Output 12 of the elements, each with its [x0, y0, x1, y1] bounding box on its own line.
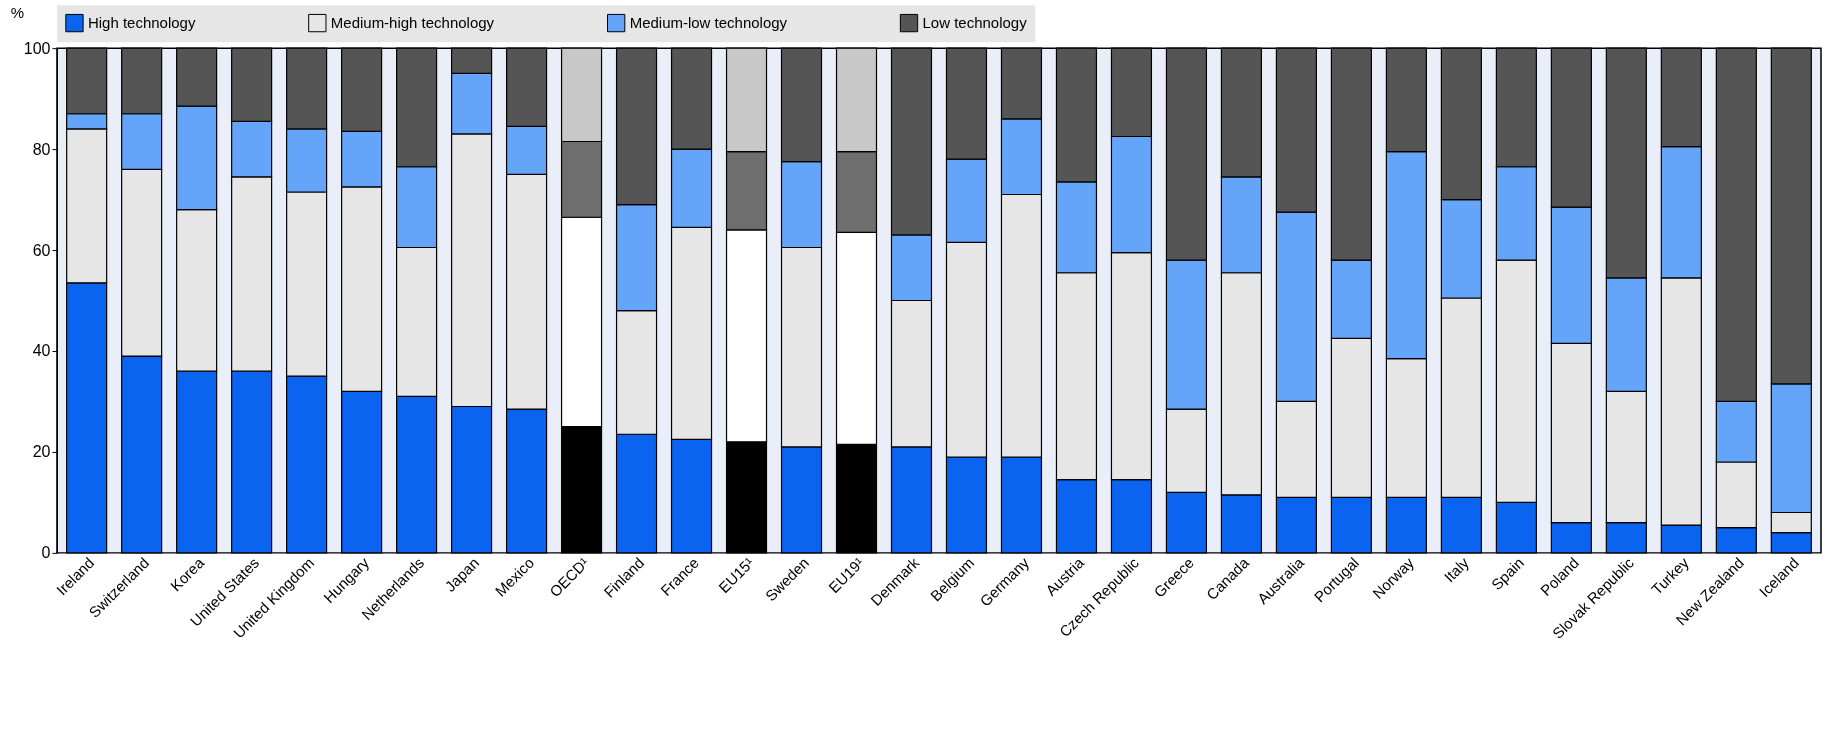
legend-label: Medium-low technology: [629, 14, 788, 32]
y-tick-label: 80: [32, 140, 51, 158]
legend-label: Low technology: [922, 14, 1028, 32]
legend-label: Medium-high technology: [330, 14, 495, 32]
y-tick-label: 0: [41, 544, 51, 562]
y-tick-label: 60: [32, 241, 51, 259]
x-tick-label: Italy: [1440, 553, 1473, 586]
y-tick-label: 40: [32, 342, 51, 360]
y-tick-label: 20: [32, 443, 51, 461]
legend-label: High technology: [87, 14, 196, 32]
y-axis-title: %: [10, 3, 25, 21]
y-tick-label: 100: [23, 39, 51, 57]
